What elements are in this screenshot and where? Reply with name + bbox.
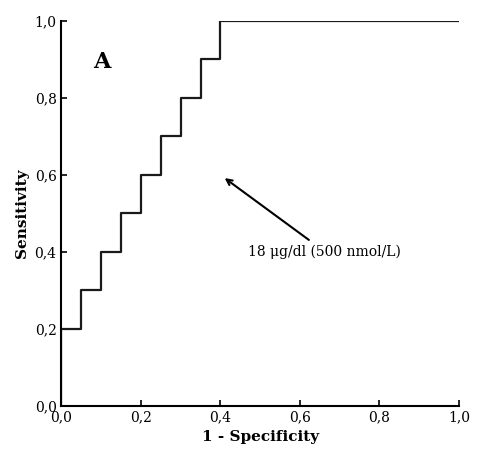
Text: 18 μg/dl (500 nmol/L): 18 μg/dl (500 nmol/L)	[226, 179, 400, 259]
Text: A: A	[93, 51, 110, 73]
Y-axis label: Sensitivity: Sensitivity	[15, 168, 29, 258]
X-axis label: 1 - Specificity: 1 - Specificity	[201, 430, 318, 444]
